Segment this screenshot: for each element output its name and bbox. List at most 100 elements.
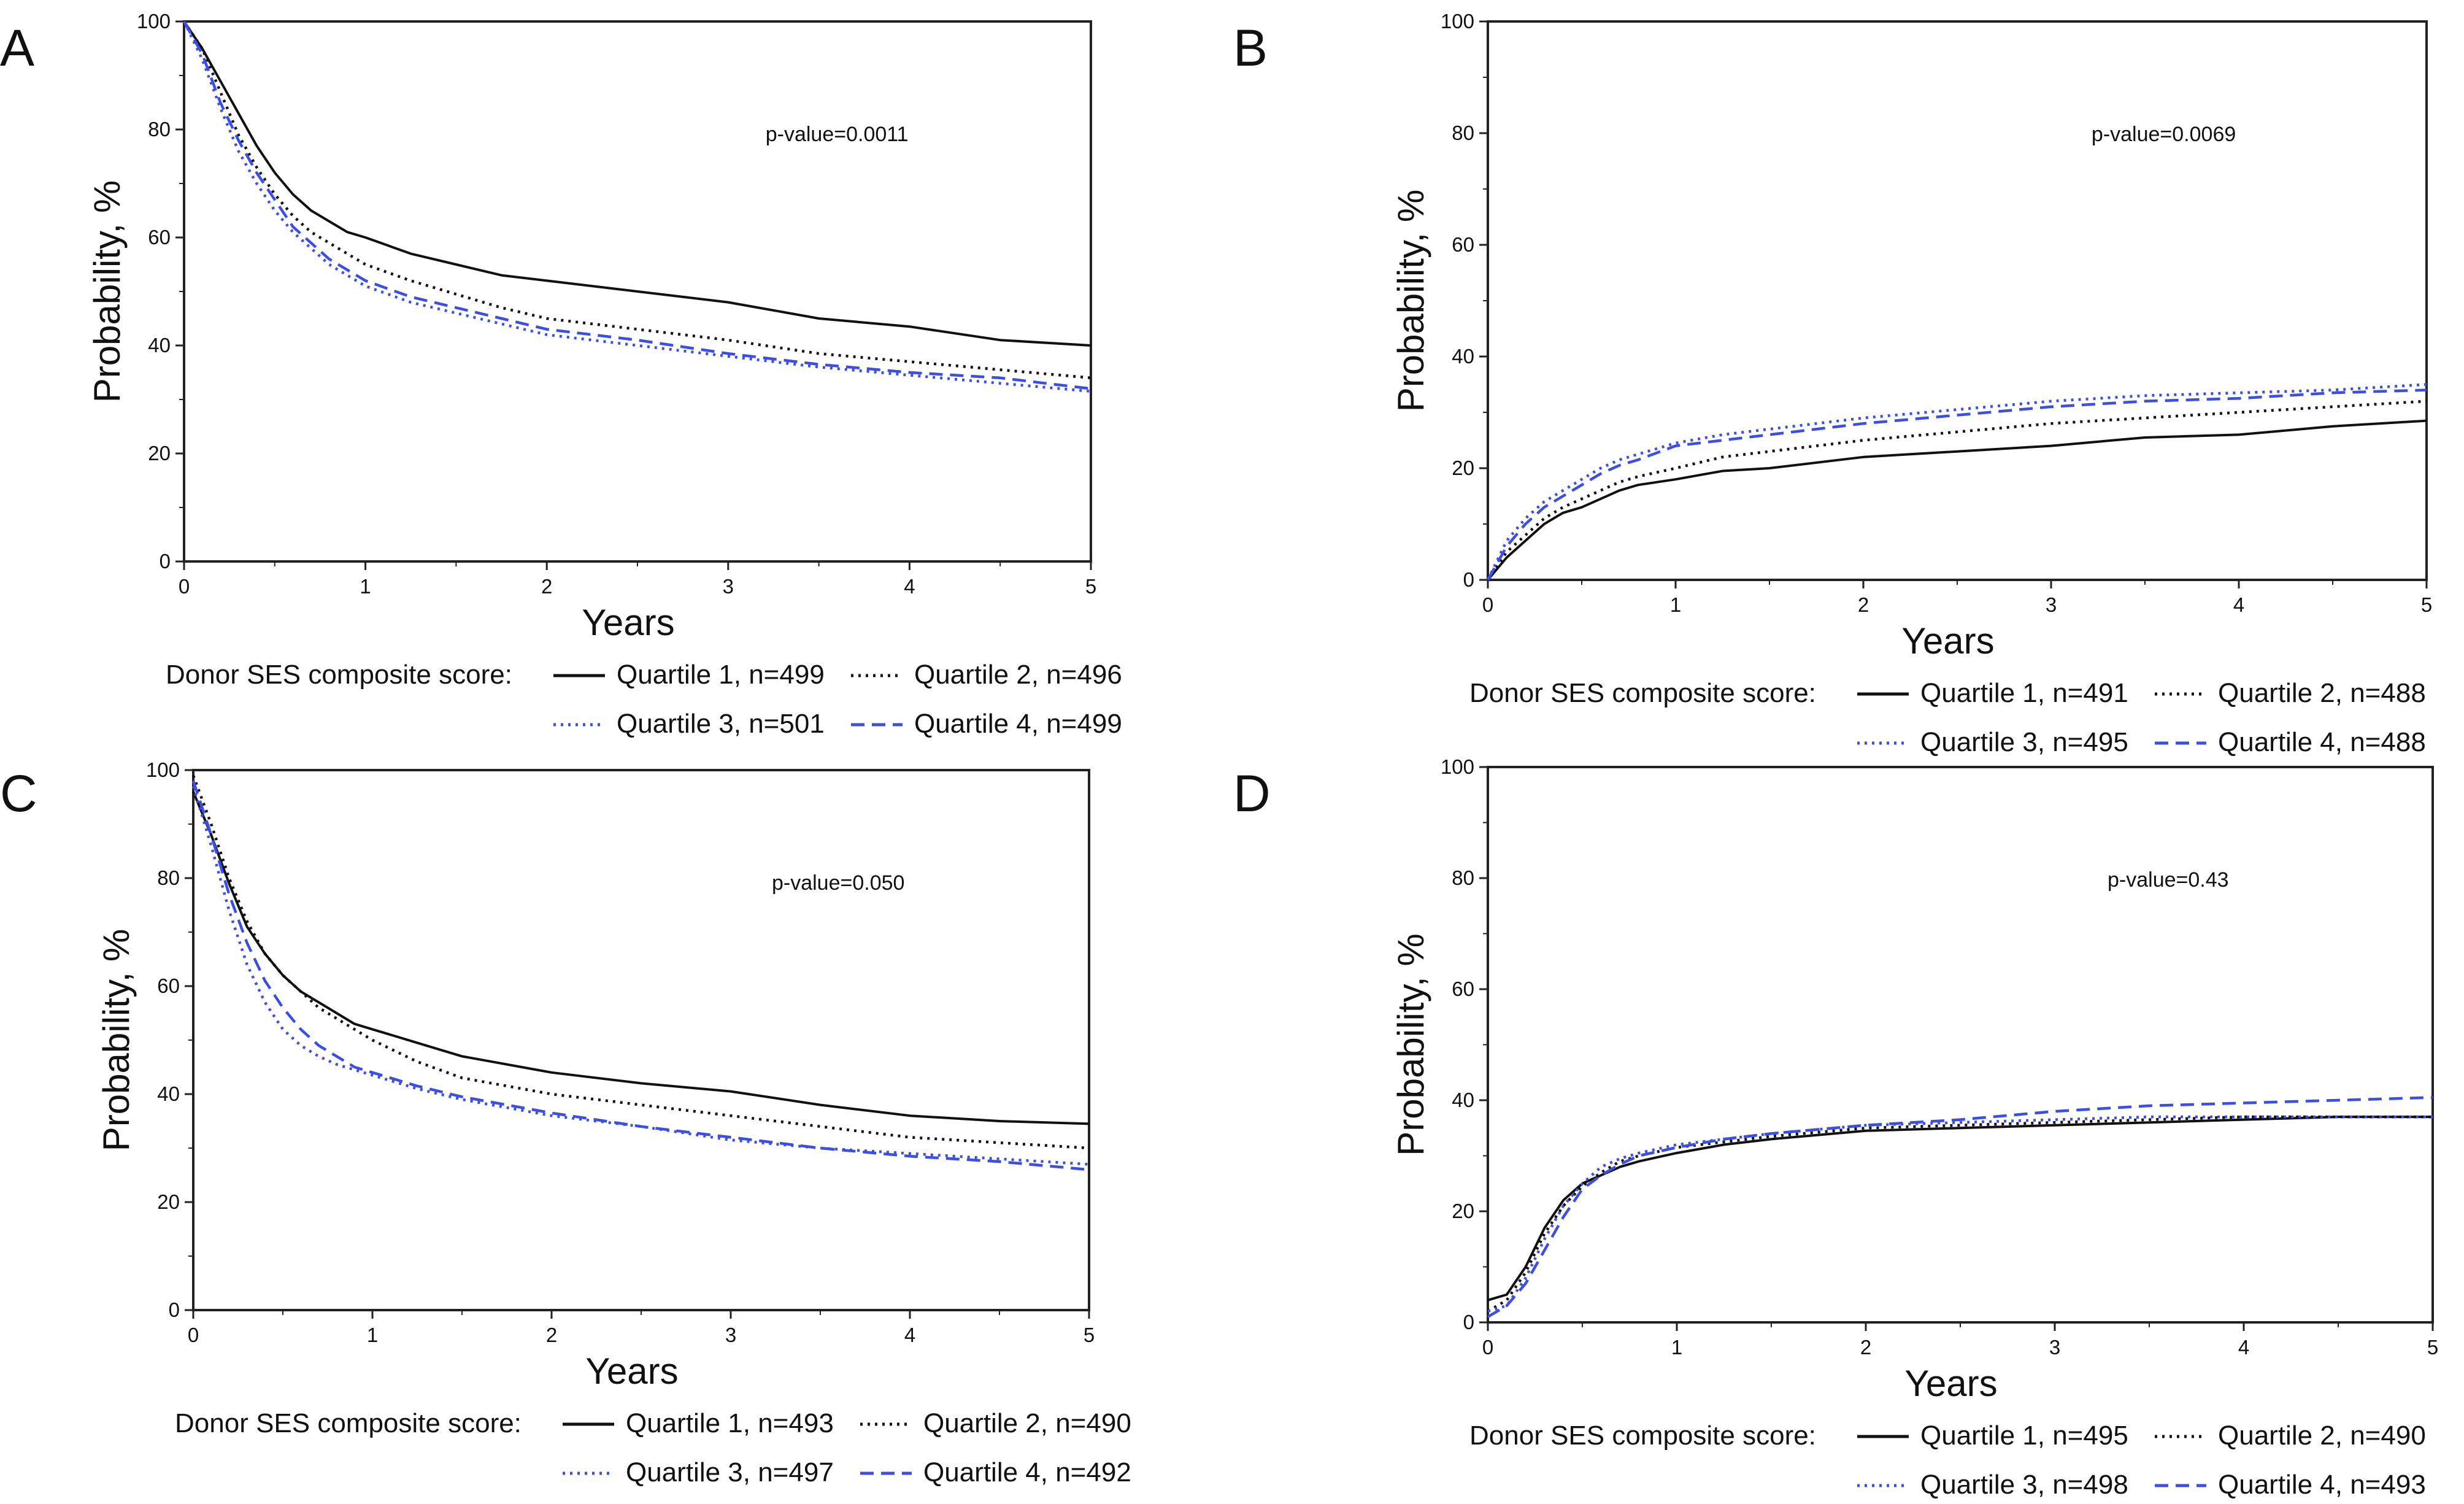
x-tick-label: 2	[541, 575, 552, 598]
y-tick-label: 20	[157, 1190, 180, 1213]
series-line	[1487, 1116, 2433, 1302]
legend-swatch	[2155, 692, 2206, 696]
y-axis-title: Probability, %	[87, 180, 128, 403]
panel-letter: A	[0, 19, 35, 77]
y-tick-label: 0	[169, 1298, 180, 1321]
legend-swatch	[553, 723, 605, 727]
chart-panel-d: D 0 20 40 60 80 100 0 1 2 3 4 5 Years Probability, % p-…	[1233, 746, 2460, 1500]
legend-swatch	[860, 1422, 912, 1426]
panel-letter: B	[1233, 19, 1268, 77]
series-line	[183, 20, 1091, 380]
chart-svg: 0 20 40 60 80 100 0 1 2 3 4 5 Years Probability, % p-v…	[96, 758, 1095, 1392]
y-tick-label: 100	[146, 758, 180, 781]
x-axis-title: Years	[585, 1351, 678, 1392]
legend-item: Quartile 2, n=496	[850, 660, 1169, 694]
legend-swatch	[553, 674, 605, 677]
legend-swatch	[2155, 741, 2206, 745]
plot-frame	[192, 769, 1090, 1311]
chart-panel-a: A 0 20 40 60 80 100 0 1 2 3 4 5 Years Probability, % p-…	[0, 0, 1227, 739]
chart-svg: 0 20 40 60 80 100 0 1 2 3 4 5 Years Probability, % p-v…	[87, 10, 1096, 643]
legend-title: Donor SES composite score:	[166, 660, 512, 690]
legend-swatch	[563, 1422, 614, 1426]
x-tick-label: 5	[2427, 1336, 2438, 1359]
legend-title: Donor SES composite score:	[1469, 678, 1816, 708]
y-tick-label: 80	[148, 118, 171, 141]
legend-label: Quartile 4, n=499	[914, 709, 1122, 739]
y-tick-label: 100	[1441, 10, 1474, 33]
panel-letter: C	[0, 765, 37, 822]
series-line	[1487, 1115, 2433, 1313]
y-tick-label: 20	[1452, 457, 1474, 479]
legend-label: Quartile 3, n=495	[1920, 727, 2128, 757]
y-tick-label: 60	[1452, 978, 1474, 1000]
x-tick-label: 1	[367, 1324, 378, 1346]
chart-panel-c: C 0 20 40 60 80 100 0 1 2 3 4 5 Years Probability, % p-…	[0, 746, 1227, 1487]
x-tick-label: 5	[1085, 575, 1096, 598]
y-tick-label: 100	[137, 10, 171, 33]
legend-swatch	[1857, 1484, 1909, 1487]
x-tick-label: 5	[1084, 1324, 1095, 1346]
legend-item: Quartile 4, n=488	[2154, 727, 2464, 762]
y-tick-label: 60	[1452, 233, 1474, 256]
chart-svg: 0 20 40 60 80 100 0 1 2 3 4 5 Years Probability, % p-v…	[1390, 10, 2432, 661]
y-tick-label: 20	[148, 442, 171, 465]
legend-swatch	[851, 723, 903, 727]
legend-label: Quartile 3, n=498	[1920, 1470, 2128, 1500]
x-tick-label: 2	[546, 1324, 557, 1346]
x-tick-label: 3	[2046, 593, 2057, 616]
legend-label: Quartile 1, n=495	[1920, 1421, 2128, 1451]
chart-panel-b: B 0 20 40 60 80 100 0 1 2 3 4 5 Years Probability, % p-…	[1233, 0, 2460, 757]
legend-swatch	[860, 1471, 912, 1475]
legend-swatch	[1857, 1435, 1909, 1438]
p-value-annotation: p-value=0.0011	[766, 123, 909, 146]
x-tick-label: 2	[1860, 1336, 1871, 1359]
legend-label: Quartile 4, n=488	[2218, 727, 2426, 757]
legend-title: Donor SES composite score:	[1469, 1421, 1816, 1451]
x-tick-label: 0	[1482, 1336, 1493, 1359]
legend-item: Quartile 3, n=495	[1856, 727, 2175, 762]
p-value-annotation: p-value=0.0069	[2092, 123, 2236, 146]
chart-svg: 0 20 40 60 80 100 0 1 2 3 4 5 Years Probability, % p-v…	[1390, 755, 2438, 1404]
x-tick-label: 4	[904, 575, 915, 598]
x-tick-label: 2	[1858, 593, 1869, 616]
legend-label: Quartile 4, n=492	[923, 1457, 1131, 1487]
y-tick-label: 20	[1452, 1200, 1474, 1222]
series-line	[1487, 419, 2427, 581]
series-line	[1487, 1115, 2433, 1313]
x-tick-label: 3	[2049, 1336, 2060, 1359]
series-line	[192, 791, 1090, 1125]
legend-item: Quartile 2, n=488	[2154, 678, 2464, 712]
legend-label: Quartile 3, n=497	[626, 1457, 834, 1487]
legend-label: Quartile 4, n=493	[2218, 1470, 2426, 1500]
legend-swatch	[2155, 1435, 2206, 1438]
series-line	[1487, 1096, 2433, 1318]
series-line	[191, 780, 1090, 1171]
series-line	[183, 20, 1091, 390]
series-line	[182, 21, 1091, 393]
legend-item: Quartile 4, n=492	[859, 1457, 1178, 1492]
y-axis-title: Probability, %	[96, 929, 137, 1151]
legend-item: Quartile 3, n=501	[552, 709, 871, 743]
x-tick-label: 0	[188, 1324, 199, 1346]
y-tick-label: 60	[157, 974, 180, 997]
series-line	[1486, 383, 2427, 580]
y-tick-label: 60	[148, 226, 171, 249]
legend-label: Quartile 1, n=499	[617, 660, 825, 690]
x-tick-label: 4	[2233, 593, 2244, 616]
x-tick-label: 0	[1482, 593, 1493, 616]
panel-letter: D	[1233, 765, 1271, 822]
legend-label: Quartile 3, n=501	[617, 709, 825, 739]
legend-swatch	[1857, 692, 1909, 696]
x-axis-title: Years	[582, 602, 674, 643]
y-axis-title: Probability, %	[1390, 190, 1431, 412]
y-tick-label: 100	[1441, 755, 1474, 778]
legend-item: Quartile 4, n=493	[2154, 1470, 2464, 1504]
legend-swatch	[1857, 741, 1909, 745]
y-tick-label: 80	[157, 866, 180, 889]
legend-label: Quartile 2, n=496	[914, 660, 1122, 690]
legend-item: Quartile 3, n=497	[561, 1457, 880, 1492]
legend-title: Donor SES composite score:	[175, 1408, 522, 1438]
legend-item: Quartile 1, n=495	[1856, 1421, 2175, 1455]
y-tick-label: 80	[1452, 121, 1474, 144]
y-tick-label: 0	[1463, 568, 1474, 591]
